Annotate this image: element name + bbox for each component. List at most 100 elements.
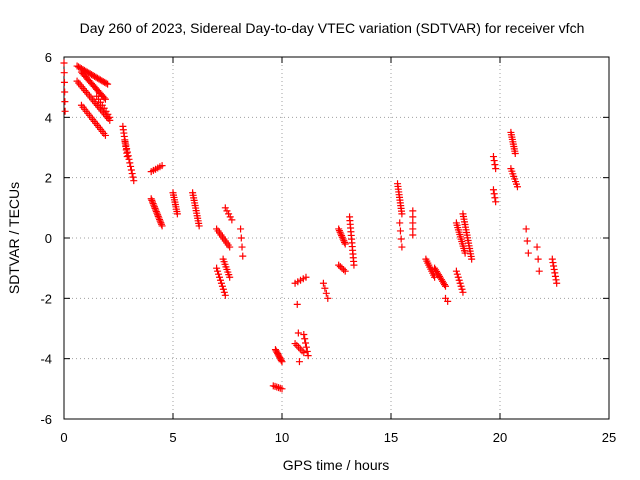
x-tick-label: 5: [169, 430, 176, 445]
x-tick-label: 15: [384, 430, 398, 445]
data-point: [337, 230, 345, 238]
data-point: [100, 94, 108, 102]
data-point: [454, 273, 462, 281]
data-point: [61, 98, 69, 106]
data-point: [341, 240, 349, 248]
data-point: [223, 207, 231, 215]
data-point: [335, 225, 343, 233]
data-point: [336, 263, 344, 271]
data-point: [293, 341, 301, 349]
data-point: [225, 210, 233, 218]
data-point: [226, 273, 234, 281]
data-point: [550, 265, 558, 273]
data-point: [226, 243, 234, 251]
x-tick-label: 25: [602, 430, 616, 445]
data-point: [335, 261, 343, 269]
data-point: [213, 264, 221, 272]
data-point: [301, 335, 309, 343]
data-point: [158, 222, 166, 230]
data-point: [492, 198, 500, 206]
data-point: [441, 281, 449, 289]
data-point: [104, 80, 112, 88]
data-point: [490, 190, 498, 198]
data-point: [221, 291, 229, 299]
data-point: [269, 382, 277, 390]
data-point: [238, 243, 246, 251]
data-point: [396, 219, 404, 227]
data-point: [216, 276, 224, 284]
data-point: [61, 88, 69, 96]
data-point: [524, 249, 532, 257]
data-point: [409, 207, 417, 215]
data-point: [291, 340, 299, 348]
data-point: [127, 162, 135, 170]
data-point: [490, 157, 498, 165]
data-point: [130, 177, 138, 185]
data-point: [550, 262, 558, 270]
x-tick-label: 10: [275, 430, 289, 445]
data-points: [60, 59, 561, 393]
data-point: [548, 255, 556, 263]
data-point: [409, 225, 417, 233]
data-point: [431, 273, 439, 281]
data-point: [459, 288, 467, 296]
data-point: [150, 201, 158, 209]
y-tick-label: 0: [45, 231, 52, 246]
data-point: [237, 225, 245, 233]
data-point: [551, 269, 559, 277]
y-tick-label: -6: [40, 412, 52, 427]
data-point: [455, 276, 463, 284]
data-point: [123, 145, 131, 153]
data-point: [147, 195, 155, 203]
y-tick-label: 2: [45, 171, 52, 186]
data-point: [221, 204, 229, 212]
data-point: [148, 196, 156, 204]
data-point: [154, 212, 162, 220]
data-point: [239, 252, 247, 260]
data-point: [535, 267, 543, 275]
data-point: [300, 331, 308, 339]
data-point: [397, 235, 405, 243]
data-point: [468, 255, 476, 263]
data-point: [124, 152, 132, 160]
data-point: [534, 255, 542, 263]
data-point: [457, 282, 465, 290]
data-point: [340, 237, 348, 245]
data-point: [340, 266, 348, 274]
data-point: [156, 216, 164, 224]
data-point: [157, 220, 165, 228]
data-point: [152, 208, 160, 216]
data-point: [456, 279, 464, 287]
axis-ticks: 0 5 10 15 20 25 -6 -4 -2 0 2 4 6: [40, 50, 616, 445]
data-point: [276, 384, 284, 392]
data-point: [271, 382, 279, 390]
data-point: [341, 267, 349, 275]
data-point: [335, 227, 343, 235]
data-point: [151, 204, 159, 212]
data-point: [296, 345, 304, 353]
data-point: [553, 279, 561, 287]
data-point: [409, 231, 417, 239]
data-point: [458, 285, 466, 293]
data-point: [215, 270, 223, 278]
data-point: [302, 339, 310, 347]
data-point: [195, 222, 203, 230]
x-tick-label: 20: [493, 430, 507, 445]
data-point: [321, 284, 329, 292]
data-point: [549, 259, 557, 267]
data-point: [492, 165, 500, 173]
y-axis-label: SDTVAR / TECUs: [6, 182, 22, 294]
data-point: [338, 233, 346, 241]
data-point: [155, 214, 163, 222]
data-point: [157, 219, 165, 227]
data-point: [60, 59, 68, 67]
data-point: [106, 113, 114, 121]
data-point: [237, 234, 245, 242]
data-point: [154, 211, 162, 219]
data-point: [319, 279, 327, 287]
data-point: [277, 356, 285, 364]
x-tick-label: 0: [60, 430, 67, 445]
data-point: [158, 162, 166, 170]
data-point: [396, 227, 404, 235]
